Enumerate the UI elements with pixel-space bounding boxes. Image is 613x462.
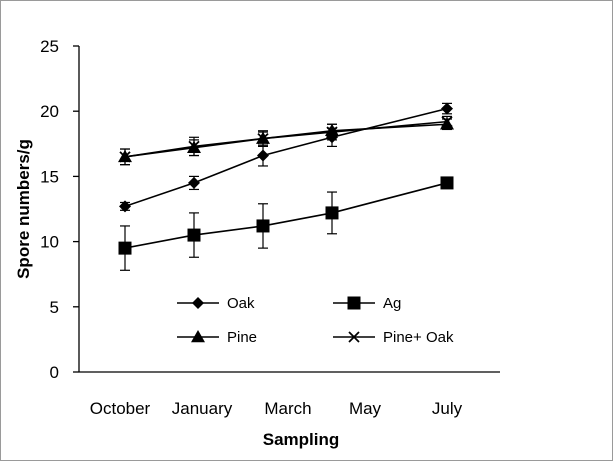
data-point-x xyxy=(348,331,360,343)
legend-label: Oak xyxy=(227,295,255,312)
x-axis-title: Sampling xyxy=(263,430,340,449)
data-point-x-stroke xyxy=(326,126,338,138)
data-point-x-stroke xyxy=(348,331,360,343)
y-ticks: 0 5 10 15 20 25 xyxy=(40,37,79,382)
series-line xyxy=(124,107,448,208)
y-tick-label: 25 xyxy=(40,37,59,56)
series-line xyxy=(124,182,448,249)
data-point-square xyxy=(325,206,339,220)
x-tick-label: March xyxy=(264,399,311,418)
data-point-x-stroke xyxy=(441,115,453,128)
series-pine xyxy=(118,117,454,166)
data-point-diamond xyxy=(119,200,131,213)
x-tick-label: October xyxy=(90,399,151,418)
legend-label: Ag xyxy=(383,295,401,312)
legend-item: Pine+ Oak xyxy=(333,329,454,346)
y-tick-label: 15 xyxy=(40,167,59,186)
data-point-x-stroke xyxy=(119,151,131,163)
legend-label: Pine xyxy=(227,329,257,346)
y-tick-label: 5 xyxy=(50,298,59,317)
data-point-diamond xyxy=(192,297,204,309)
series-line xyxy=(124,123,448,158)
x-tick-label: July xyxy=(432,399,463,418)
data-point-diamond xyxy=(257,149,269,162)
data-point-x xyxy=(119,151,131,163)
legend-label: Pine+ Oak xyxy=(383,329,454,346)
data-point-x xyxy=(188,140,200,153)
y-axis-title: Spore numbers/g xyxy=(14,139,33,279)
data-point-square xyxy=(347,296,361,310)
data-point-square xyxy=(256,219,270,233)
y-tick-label: 20 xyxy=(40,102,59,121)
data-point-square xyxy=(187,228,201,242)
data-point-triangle xyxy=(191,330,205,343)
data-point-x xyxy=(326,126,338,138)
data-point-x-stroke xyxy=(257,132,269,145)
data-point-x xyxy=(441,115,453,128)
data-point-diamond xyxy=(188,176,200,189)
legend-item: Pine xyxy=(177,329,257,346)
series-oak xyxy=(119,102,453,213)
series-layer xyxy=(118,102,454,271)
series-ag xyxy=(118,176,454,271)
data-point-x-stroke xyxy=(188,140,200,153)
axes xyxy=(78,46,500,373)
x-tick-label: May xyxy=(349,399,382,418)
data-point-diamond xyxy=(441,102,453,115)
y-tick-label: 10 xyxy=(40,233,59,252)
x-ticks: October January March May July xyxy=(90,399,463,418)
series-pine-oak xyxy=(119,115,453,166)
legend-item: Ag xyxy=(333,295,401,312)
y-tick-label: 0 xyxy=(50,363,59,382)
data-point-square xyxy=(440,176,454,190)
data-point-x xyxy=(257,132,269,145)
legend: Oak Ag Pine Pine+ Oak xyxy=(177,295,454,346)
data-point-square xyxy=(118,241,132,255)
legend-item: Oak xyxy=(177,295,255,312)
x-tick-label: January xyxy=(172,399,233,418)
